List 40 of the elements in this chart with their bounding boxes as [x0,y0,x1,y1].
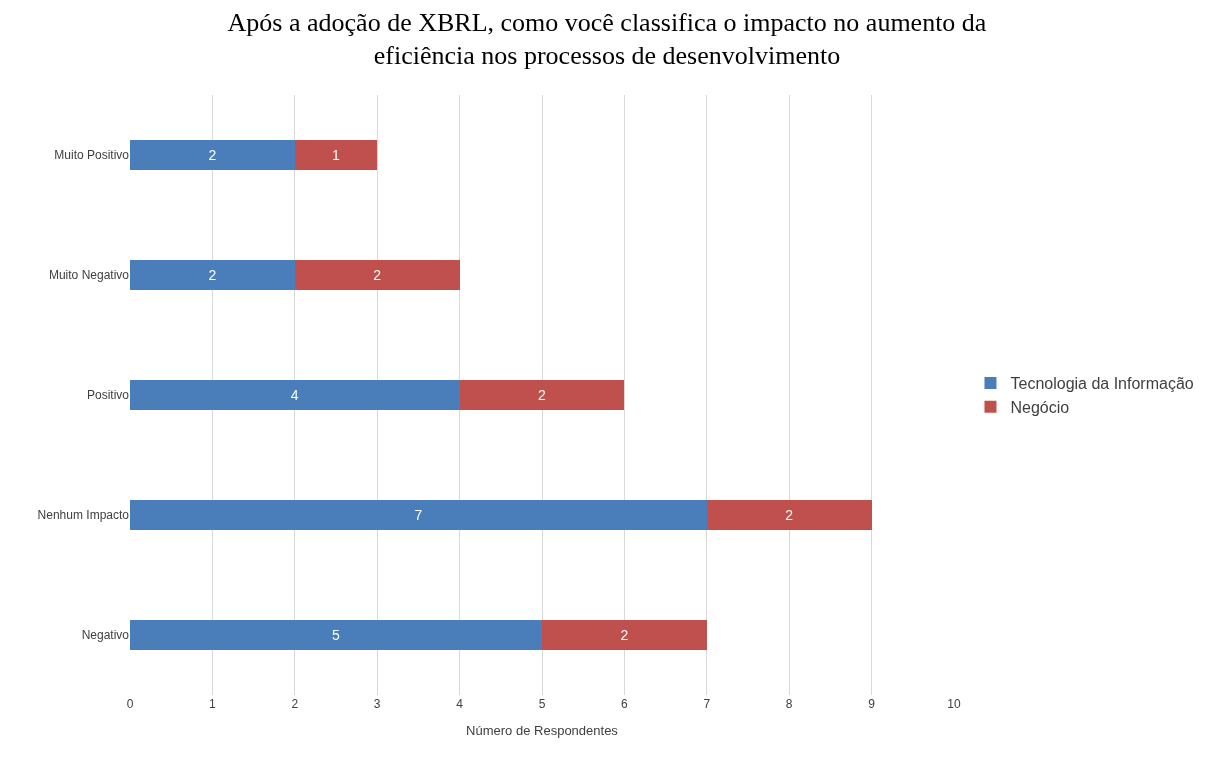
x-tick-label: 1 [209,697,217,711]
chart-title: Após a adoção de XBRL, como você classifica o impacto no aumento da eficiência nos processos de desenvolvimento [227,7,987,71]
x-tick-label: 9 [868,697,876,711]
x-axis-title: Número de Respondentes [466,722,619,738]
data-label: 2 [208,147,217,163]
data-label: 2 [538,387,546,403]
legend-label: Negócio [1010,398,1070,416]
data-label: 2 [208,267,217,283]
data-label: 2 [373,267,382,283]
data-label: 2 [620,627,629,643]
y-tick-label: Muito Positivo [54,148,130,163]
x-tick-label: 5 [538,697,546,711]
y-tick-label: Nenhum Impacto [37,508,130,523]
bar [294,140,378,170]
data-label: 4 [290,387,299,403]
bar [130,380,460,410]
bar [130,500,707,530]
y-tick-label: Positivo [86,388,130,403]
bar [130,620,542,650]
data-label: 7 [414,507,423,523]
y-tick-label: Negativo [81,628,130,643]
x-tick-label: 8 [785,697,793,711]
bar [459,380,625,410]
x-tick-label: 10 [947,697,961,711]
x-tick-label: 0 [126,697,134,711]
x-tick-label: 7 [703,697,711,711]
data-label: 2 [785,507,794,523]
bar [130,140,295,170]
x-tick-label: 6 [621,697,629,711]
data-label: 5 [332,627,340,643]
bar [294,260,460,290]
bar [706,500,872,530]
bar [130,260,295,290]
legend-label: Tecnologia da Informação [1010,375,1194,393]
x-tick-label: 4 [456,697,464,711]
x-tick-label: 2 [291,697,299,711]
bar [542,620,707,650]
y-tick-label: Muito Negativo [48,268,130,283]
data-label: 1 [332,147,340,163]
x-tick-label: 3 [373,697,381,711]
